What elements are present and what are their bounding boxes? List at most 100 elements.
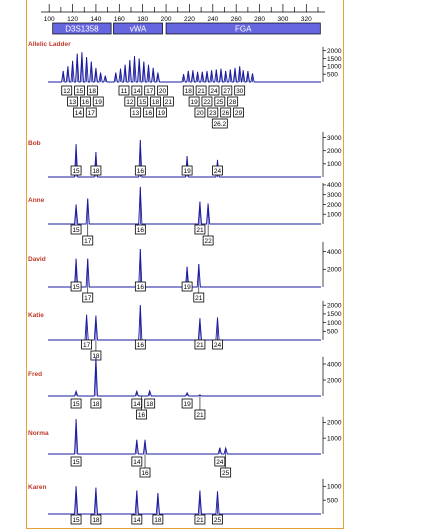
allele-label: 20: [157, 85, 168, 96]
allele-text: 19: [183, 401, 191, 408]
allele-box: [134, 339, 146, 350]
allele-box: [143, 107, 154, 118]
allele-label: 21: [194, 514, 206, 525]
allele-text: 16: [145, 110, 153, 117]
allele-text: 16: [137, 227, 145, 234]
locus-bar-vwa: vWA: [113, 22, 163, 35]
allele-label: 18: [144, 398, 156, 409]
allele-box: [212, 514, 223, 525]
allele-text: 19: [190, 99, 198, 106]
allele-text: 18: [92, 168, 100, 175]
allele-text: 25: [216, 99, 224, 106]
allele-box: [181, 281, 193, 292]
trace-line: [48, 419, 321, 455]
panel-norma: Norma 2000 1000 15 14 24 16 25: [28, 416, 342, 478]
locus-bar-rect: [165, 22, 321, 35]
locus-bar-rect: [113, 22, 163, 35]
locus-bar-fga: FGA: [165, 22, 321, 35]
allele-text: 22: [205, 238, 213, 245]
allele-box: [202, 235, 214, 246]
allele-label: 14: [131, 456, 143, 467]
x-tick-label: 160: [114, 16, 125, 23]
allele-label: 15: [70, 281, 82, 292]
allele-text: 25: [222, 470, 230, 477]
allele-label: 15: [70, 224, 82, 235]
allele-box: [162, 96, 174, 107]
allele-text: 24: [214, 168, 222, 175]
allele-label: 19: [181, 281, 193, 292]
allele-text: 21: [196, 227, 204, 234]
allele-label: 24: [212, 339, 223, 350]
allele-text: 16: [141, 470, 149, 477]
allele-label: 25: [220, 454, 232, 478]
allele-label: 18: [90, 340, 102, 361]
y-tick-label: 4000: [327, 182, 342, 189]
allele-label: 21: [194, 339, 206, 350]
allele-box: [82, 292, 94, 303]
allele-box: [134, 165, 146, 176]
trace-line: [48, 357, 321, 397]
allele-label: 15: [137, 96, 149, 107]
sample-name: Karen: [28, 484, 46, 491]
allele-box: [194, 107, 206, 118]
allele-box: [227, 96, 239, 107]
y-tick-label: 1000: [327, 64, 342, 71]
allele-label: 17: [82, 287, 94, 303]
allele-box: [181, 398, 193, 409]
y-tick-label: 4000: [327, 249, 342, 256]
panel-bob: Bob 3000 2000 1000 15 18 16 19 24: [28, 131, 342, 178]
allele-text: 18: [146, 401, 154, 408]
allele-text: 30: [236, 88, 244, 95]
allele-label: 21: [162, 96, 174, 107]
allele-text: 15: [76, 88, 84, 95]
allele-text: 24: [210, 88, 218, 95]
x-tick-label: 300: [277, 16, 288, 23]
allele-text: 18: [89, 88, 97, 95]
allele-label: 22: [201, 96, 213, 107]
allele-text: 21: [196, 412, 204, 419]
allele-text: 12: [126, 99, 134, 106]
electropherogram-frame: 100 120 140 160 180 200 220 240 260 280 300 320 D3S…: [26, 0, 344, 529]
allele-text: 15: [72, 227, 80, 234]
allele-box: [214, 96, 226, 107]
allele-label: 14: [131, 398, 143, 409]
x-tick-label: 180: [137, 16, 148, 23]
allele-text: 11: [121, 88, 128, 95]
allele-label: 14: [131, 514, 143, 525]
y-tick-label: 500: [327, 497, 338, 504]
allele-box: [211, 118, 228, 129]
allele-box: [70, 281, 82, 292]
allele-text: 23: [209, 110, 217, 117]
allele-box: [90, 514, 102, 525]
allele-box: [81, 339, 92, 350]
y-tick-label: 3000: [327, 135, 342, 142]
allele-box: [134, 224, 146, 235]
locus-name: FGA: [235, 25, 252, 34]
allele-box: [74, 85, 85, 96]
allele-box: [155, 107, 167, 118]
allele-label: 21: [194, 396, 206, 420]
trace-line: [48, 486, 321, 515]
allele-text: 17: [83, 342, 91, 349]
allele-box: [194, 514, 206, 525]
allele-text: 26: [222, 110, 230, 117]
y-tick-label: 3000: [327, 192, 342, 199]
allele-label: 18: [182, 85, 194, 96]
allele-text: 15: [139, 99, 147, 106]
allele-label: 24: [212, 165, 223, 176]
allele-label: 15: [70, 165, 82, 176]
allele-text: 14: [133, 88, 141, 95]
x-tick-label: 260: [231, 16, 242, 23]
allele-box: [67, 96, 78, 107]
x-tick-label: 200: [161, 16, 172, 23]
locus-bars: D3S1358 vWA FGA: [52, 22, 321, 35]
allele-label: 15: [70, 456, 82, 467]
allele-label: 19: [155, 107, 167, 118]
allele-label: 13: [67, 96, 78, 107]
allele-box: [87, 85, 98, 96]
allele-label: 16: [134, 224, 146, 235]
allele-box: [70, 165, 82, 176]
allele-label: 17: [144, 85, 156, 96]
allele-box: [131, 514, 143, 525]
